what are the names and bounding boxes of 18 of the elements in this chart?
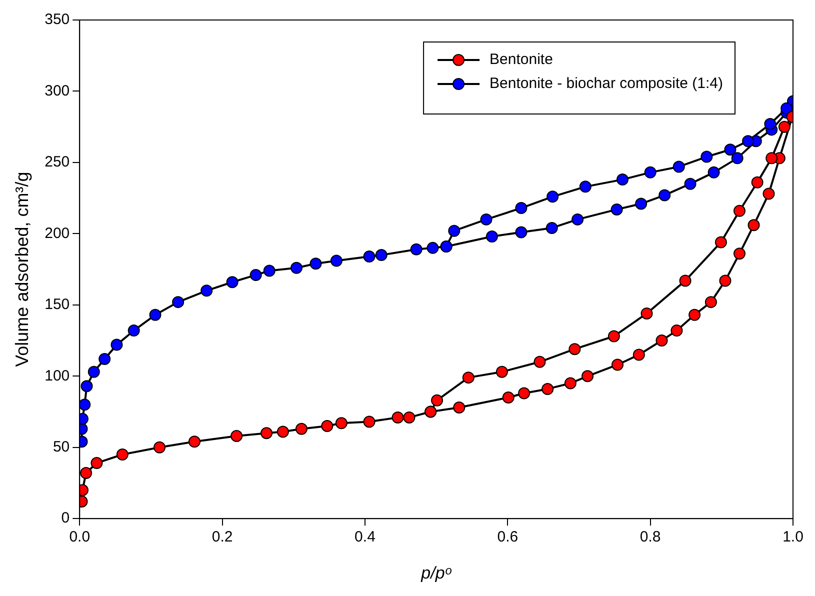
y-tick-label: 350 — [44, 11, 70, 28]
y-tick-label: 50 — [52, 438, 70, 456]
x-tick-label: 0.8 — [640, 528, 661, 546]
x-tick-label: 0.6 — [497, 528, 518, 546]
y-tick-label: 250 — [44, 154, 70, 171]
x-axis-title: p/pᵒ — [420, 564, 452, 583]
x-tick-label: 0.0 — [69, 528, 90, 546]
y-tick-label: 200 — [44, 224, 70, 242]
y-tick-label: 150 — [44, 296, 70, 314]
y-tick-label: 0 — [61, 510, 70, 527]
legend-label: Bentonite — [490, 51, 553, 68]
y-tick-label: 300 — [44, 82, 70, 100]
y-tick-label: 100 — [44, 367, 70, 384]
x-tick-label: 0.4 — [354, 528, 376, 546]
legend-label: Bentonite - biochar composite (1:4) — [490, 75, 724, 92]
y-axis-title: Volume adsorbed, cm³/g — [12, 172, 32, 367]
x-tick-label: 0.2 — [212, 528, 233, 546]
x-tick-label: 1.0 — [782, 528, 804, 546]
